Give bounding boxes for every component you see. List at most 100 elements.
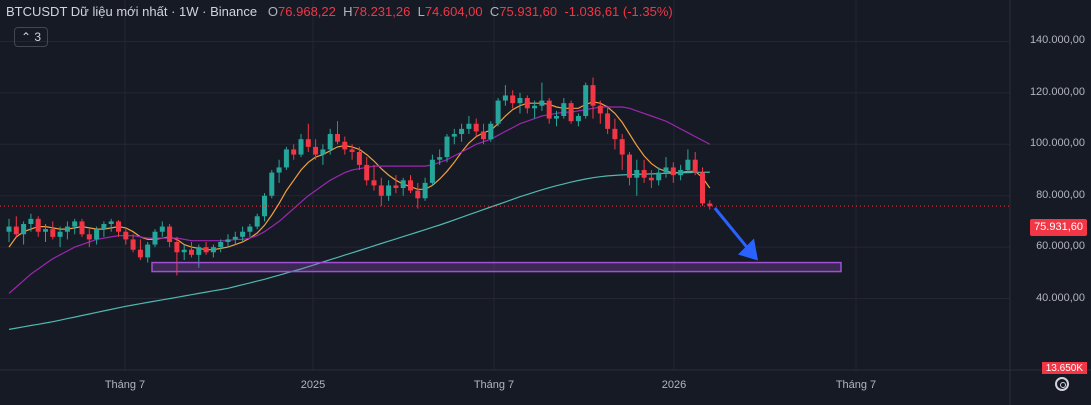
support-zone <box>151 261 842 273</box>
candle-body <box>502 95 508 101</box>
candle-body <box>342 141 348 150</box>
candle-body <box>349 149 355 153</box>
candle-body <box>218 241 224 248</box>
candle-body <box>181 249 187 253</box>
candle-body <box>670 167 676 176</box>
price-tick-label: 60.000,00 <box>1036 240 1085 253</box>
candle-body <box>575 116 581 122</box>
candle-body <box>313 146 319 155</box>
symbol-header: BTCUSDT Dữ liệu mới nhất · 1W · Binance … <box>6 4 673 19</box>
candle-body <box>152 231 158 245</box>
price-tick-label: 40.000,00 <box>1036 291 1085 304</box>
candle-body <box>327 134 333 150</box>
candle-body <box>554 116 559 119</box>
indicators-toggle[interactable]: ⌃ 3 <box>14 27 49 47</box>
gear-icon[interactable] <box>1055 377 1069 391</box>
moving-average-line <box>8 171 710 330</box>
candle-body <box>79 221 85 235</box>
candle-body <box>291 149 297 155</box>
candle-body <box>400 180 406 189</box>
candle-body <box>116 221 121 232</box>
symbol-title[interactable]: BTCUSDT Dữ liệu mới nhất · 1W · Binance <box>6 4 258 19</box>
candle-body <box>247 226 253 232</box>
close-value: 75.931,60 <box>499 4 558 19</box>
candle-body <box>137 249 143 258</box>
open-value: 76.968,22 <box>278 4 336 19</box>
candle-body <box>692 159 698 173</box>
candle-body <box>364 164 370 181</box>
price-tick-label: 80.000,00 <box>1036 188 1085 201</box>
candle-body <box>232 236 238 240</box>
candle-body <box>21 223 27 235</box>
price-tick-label: 100.000,00 <box>1029 137 1085 150</box>
candle-body <box>320 149 326 155</box>
candle-body <box>86 234 92 240</box>
chevron-up-icon: ⌃ <box>21 30 32 44</box>
candle-body <box>276 167 282 173</box>
candle-body <box>707 203 713 207</box>
candle-body <box>473 123 479 132</box>
candle-body <box>524 98 530 109</box>
candle-body <box>539 100 545 106</box>
change-value: -1.036,61 (-1.35%) <box>564 4 673 19</box>
candle-body <box>159 226 165 232</box>
candle-body <box>378 185 384 196</box>
time-tick-label: Tháng 7 <box>104 379 146 391</box>
candle-body <box>43 229 48 232</box>
candle-body <box>429 159 435 183</box>
candle-body <box>64 226 70 232</box>
candle-body <box>685 159 691 171</box>
candle-body <box>422 182 428 199</box>
candle-body <box>678 170 684 176</box>
candle-body <box>532 105 538 109</box>
low-price-tag: 13.650K <box>1041 362 1087 374</box>
candle-body <box>203 247 209 253</box>
low-value: 74.604,00 <box>424 4 483 19</box>
candle-body <box>28 218 34 224</box>
candle-body <box>254 216 260 227</box>
indicator-count: 3 <box>34 30 42 44</box>
candle-body <box>510 95 516 104</box>
candle-body <box>568 103 574 122</box>
candle-body <box>35 218 41 232</box>
candle-body <box>94 229 100 240</box>
candle-body <box>627 154 632 178</box>
candle-body <box>72 221 78 227</box>
candle-body <box>101 223 107 230</box>
candle-body <box>700 172 705 204</box>
candle-body <box>656 172 662 181</box>
candle-body <box>517 98 523 104</box>
candle-body <box>371 180 377 186</box>
candle-body <box>444 136 450 158</box>
candle-body <box>408 180 413 191</box>
candle-body <box>386 185 392 196</box>
high-label: H <box>343 4 353 19</box>
candle-body <box>619 139 625 155</box>
candle-body <box>57 231 63 237</box>
candle-body <box>488 123 494 140</box>
candle-body <box>605 113 611 129</box>
candle-body <box>356 152 362 165</box>
candle-body <box>123 231 129 240</box>
candle-body <box>50 229 56 237</box>
candle-body <box>283 149 289 168</box>
candle-body <box>196 247 202 255</box>
candle-body <box>583 85 589 117</box>
price-tick-label: 140.000,00 <box>1029 34 1085 47</box>
candle-body <box>641 170 647 178</box>
candle-body <box>481 131 486 140</box>
candle-body <box>269 172 275 196</box>
candle-body <box>6 226 12 232</box>
moving-averages <box>8 101 711 330</box>
candle-body <box>634 170 640 178</box>
candle-body <box>495 100 501 124</box>
high-value: 78.231,26 <box>352 4 411 19</box>
candle-body <box>415 190 421 199</box>
candle-body <box>597 105 603 114</box>
time-tick-label: 2026 <box>661 379 687 391</box>
arrow-head <box>738 238 758 261</box>
candle-body <box>466 123 472 129</box>
